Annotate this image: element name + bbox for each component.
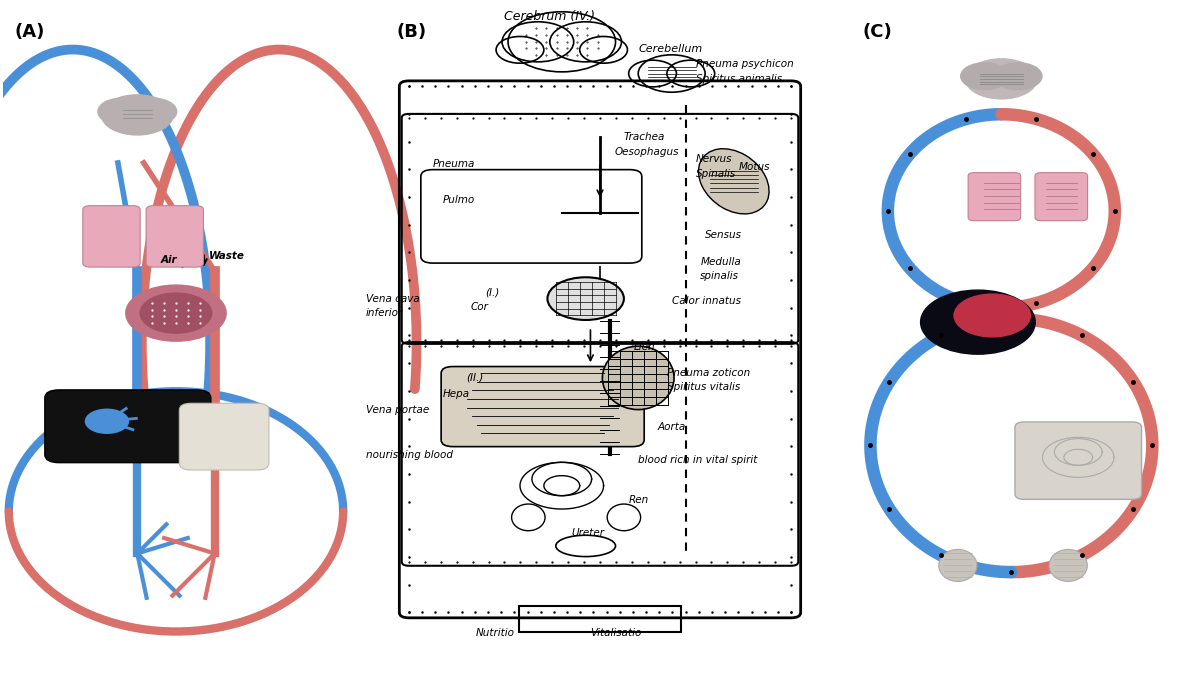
Text: Lien: Lien xyxy=(634,343,655,353)
Circle shape xyxy=(920,290,1036,354)
Text: (B): (B) xyxy=(397,23,427,41)
Text: Cerebellum: Cerebellum xyxy=(638,44,702,55)
Bar xyxy=(518,606,682,631)
Ellipse shape xyxy=(698,149,769,214)
Circle shape xyxy=(102,95,173,135)
Text: Calor innatus: Calor innatus xyxy=(672,295,740,306)
Circle shape xyxy=(961,63,1008,90)
Text: spinalis: spinalis xyxy=(701,271,739,281)
Text: Aorta: Aorta xyxy=(658,423,685,432)
Text: (A): (A) xyxy=(14,23,46,41)
Text: Ren: Ren xyxy=(629,495,649,505)
FancyBboxPatch shape xyxy=(1015,422,1141,499)
Text: Oesophagus: Oesophagus xyxy=(614,147,679,157)
Text: (II.): (II.) xyxy=(467,373,484,383)
Text: blood rich in vital spirit: blood rich in vital spirit xyxy=(638,456,757,465)
Circle shape xyxy=(140,293,212,333)
FancyBboxPatch shape xyxy=(146,206,204,267)
Text: inferior: inferior xyxy=(366,308,403,318)
Text: Waste: Waste xyxy=(209,251,245,261)
Text: Pneuma psychicon: Pneuma psychicon xyxy=(696,59,793,69)
Text: Nervus: Nervus xyxy=(696,154,732,164)
Text: Motus: Motus xyxy=(738,162,770,172)
Text: Nutritio: Nutritio xyxy=(475,628,515,638)
Text: Sensus: Sensus xyxy=(706,230,742,240)
Text: Cerebrum (IV.): Cerebrum (IV.) xyxy=(504,10,595,23)
Circle shape xyxy=(98,98,145,125)
FancyBboxPatch shape xyxy=(1036,173,1087,221)
Circle shape xyxy=(966,59,1037,99)
FancyBboxPatch shape xyxy=(968,173,1021,221)
Text: Cor: Cor xyxy=(470,302,488,312)
Circle shape xyxy=(954,294,1031,336)
Ellipse shape xyxy=(602,346,674,410)
Text: Vena portae: Vena portae xyxy=(366,404,430,415)
Text: Spinalis: Spinalis xyxy=(696,169,736,179)
FancyBboxPatch shape xyxy=(442,367,644,447)
Text: nourishing blood: nourishing blood xyxy=(366,450,452,460)
Text: Pneuma: Pneuma xyxy=(433,159,475,168)
Text: (C): (C) xyxy=(863,23,893,41)
Circle shape xyxy=(547,277,624,320)
Circle shape xyxy=(994,63,1042,90)
Ellipse shape xyxy=(938,549,977,581)
Text: Pneuma zoticon: Pneuma zoticon xyxy=(667,368,750,378)
Text: Medulla: Medulla xyxy=(701,258,742,267)
Text: Vena cava: Vena cava xyxy=(366,293,420,304)
FancyBboxPatch shape xyxy=(83,206,140,267)
Text: Vitalisatio: Vitalisatio xyxy=(590,628,642,638)
Text: (I.): (I.) xyxy=(485,287,499,297)
Ellipse shape xyxy=(1049,549,1087,581)
FancyBboxPatch shape xyxy=(44,390,211,462)
FancyBboxPatch shape xyxy=(179,403,269,470)
Text: Ureter: Ureter xyxy=(571,528,605,538)
Text: Hepa: Hepa xyxy=(443,389,469,398)
Text: Spiritus animalis: Spiritus animalis xyxy=(696,73,781,83)
Circle shape xyxy=(126,285,226,341)
Text: Pulmo: Pulmo xyxy=(443,195,474,205)
Circle shape xyxy=(128,98,176,125)
Text: Spiritus vitalis: Spiritus vitalis xyxy=(667,382,740,392)
Text: Air: Air xyxy=(161,255,178,265)
Text: Trachea: Trachea xyxy=(624,132,665,142)
Circle shape xyxy=(85,409,128,433)
